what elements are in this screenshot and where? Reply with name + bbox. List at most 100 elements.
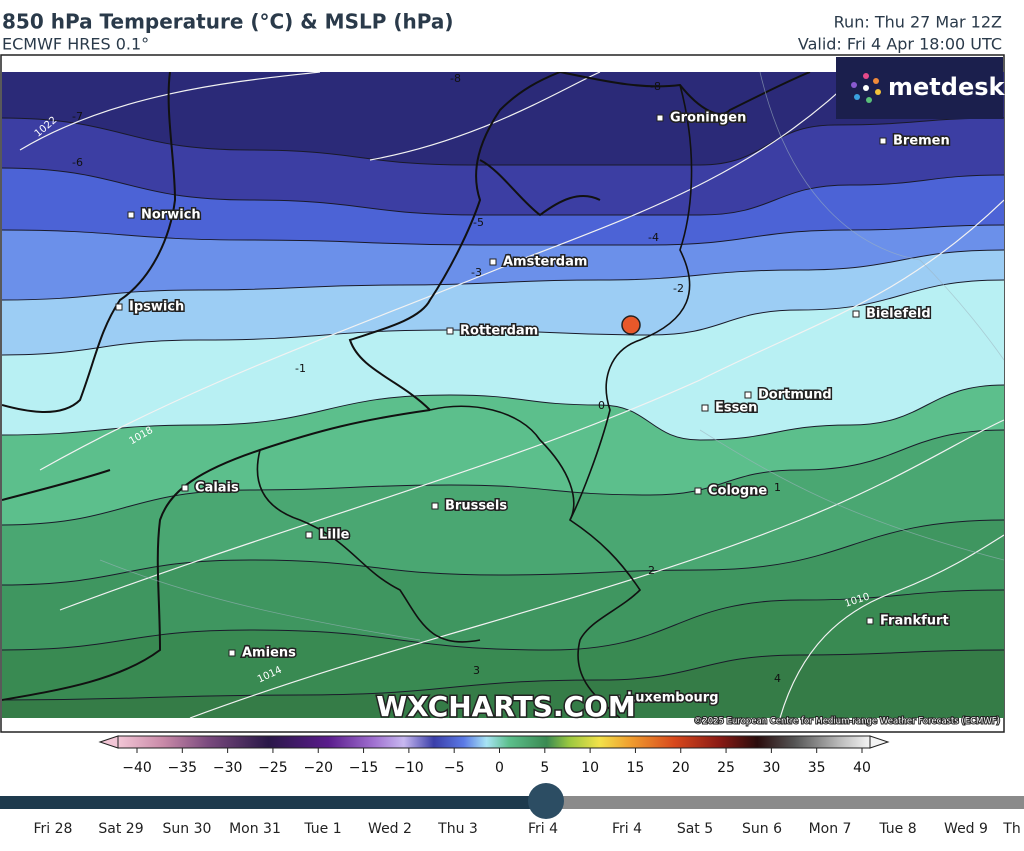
temperature-label: 3 (473, 664, 480, 677)
temperature-label: 2 (648, 564, 655, 577)
timeline-day[interactable]: Mon 7 (809, 821, 852, 837)
city: Amiens (228, 644, 298, 662)
temperature-label: -6 (72, 156, 83, 169)
colorbar-tick-label: −15 (349, 760, 379, 776)
subtitle: ECMWF HRES 0.1° (2, 35, 149, 54)
city: Rotterdam (446, 322, 540, 340)
contour (2, 249, 1004, 301)
temperature-label: -5 (473, 216, 484, 229)
city: Norwich (127, 206, 202, 224)
timeline-day[interactable]: Sun 30 (163, 821, 212, 837)
timeline-day[interactable]: Th (1002, 821, 1020, 837)
colorbar-tick-label: −5 (444, 760, 465, 776)
temperature-label: -8 (650, 80, 661, 93)
colorbar-tick-label: 15 (627, 760, 645, 776)
timeline-track[interactable] (546, 796, 1024, 809)
city: Dortmund (744, 386, 833, 404)
band (2, 650, 1004, 718)
city-label: Ipswich (129, 300, 184, 315)
city-label: Calais (195, 481, 239, 496)
colorbar: −40 −35 −30 −25 −20 −15 −10 −5 0 5 10 15 20 25 30 35 40 (98, 735, 890, 776)
city-label: Amiens (242, 646, 296, 661)
contour (2, 589, 1004, 651)
colorbar-tick-label: 25 (717, 760, 735, 776)
city: Luxembourg (613, 689, 720, 707)
isobars (19, 72, 1004, 718)
temperature-label: -1 (295, 362, 306, 375)
temperature-label: -2 (673, 282, 684, 295)
contour (2, 429, 1004, 526)
contour (2, 384, 1004, 441)
contour (2, 167, 1004, 216)
city: Cologne (694, 482, 769, 500)
logo-text: metdesk (888, 73, 1006, 101)
timeline-day[interactable]: Sat 29 (98, 821, 143, 837)
admin-lines (99, 72, 1004, 641)
temperature-label: -3 (471, 266, 482, 279)
coastlines (2, 72, 811, 701)
colorbar-tick-label: −20 (303, 760, 333, 776)
timeline-day[interactable]: Wed 2 (368, 821, 412, 837)
contour (2, 649, 1004, 701)
timeline-day[interactable]: Sat 5 (677, 821, 713, 837)
borders (256, 84, 693, 718)
city-label: Bremen (893, 134, 950, 149)
colorbar-tick-label: 40 (853, 760, 871, 776)
city-label: Luxembourg (627, 691, 719, 706)
colorbar-tick-label: 20 (672, 760, 690, 776)
timeline-day[interactable]: Fri 4 (612, 821, 642, 837)
timeline-day[interactable]: Tue 1 (303, 821, 341, 837)
timeline-day[interactable]: Wed 9 (944, 821, 988, 837)
city-label: Dortmund (758, 388, 832, 403)
colorbar-tick-label: 10 (581, 760, 599, 776)
colorbar-tick-label: −35 (168, 760, 198, 776)
contour (2, 519, 1004, 586)
city-label: Brussels (445, 499, 507, 514)
cities: Groningen Bremen Norwich Amsterdam Ipswi… (115, 109, 951, 707)
colorbar-tick-label: 0 (495, 760, 504, 776)
temperature-label: 1 (774, 481, 781, 494)
timeline-day[interactable]: Sun 6 (742, 821, 782, 837)
contour (2, 117, 1004, 166)
city: Groningen (656, 109, 748, 127)
city-label: Lille (319, 528, 350, 543)
timeline-day[interactable]: Fri 28 (34, 821, 73, 837)
logo[interactable]: metdesk (836, 57, 1006, 119)
temperature-label: -7 (72, 110, 83, 123)
map-lines (2, 72, 1004, 718)
colorbar-tick-label: −30 (213, 760, 243, 776)
colorbar-tick-label: −25 (258, 760, 288, 776)
temperature-label: -8 (450, 72, 461, 85)
timeline: Fri 28 Sat 29 Sun 30 Mon 31 Tue 1 Wed 2 Thu 3 F… (0, 783, 1024, 837)
city-label: Frankfurt (880, 614, 949, 629)
timeline-day[interactable]: Fri 4 (528, 821, 558, 837)
city: Amsterdam (489, 253, 589, 271)
timeline-progress (0, 796, 546, 809)
temperature-label: 4 (774, 672, 781, 685)
timeline-day[interactable]: Thu 3 (437, 821, 478, 837)
contour (2, 224, 1004, 246)
colorbar-tick-label: −10 (394, 760, 424, 776)
city-label: Amsterdam (503, 255, 587, 270)
temperature-label: -4 (648, 231, 659, 244)
city: Frankfurt (866, 612, 950, 630)
location-marker[interactable] (621, 315, 641, 335)
contour (2, 279, 1004, 356)
copyright: ©2025 European Centre for Medium-range W… (694, 717, 1000, 727)
title: 850 hPa Temperature (°C) & MSLP (hPa) (2, 10, 453, 34)
city: Bremen (879, 132, 951, 150)
run-time: Run: Thu 27 Mar 12Z (834, 13, 1002, 32)
logo-icon (851, 73, 881, 103)
city-label: Rotterdam (460, 324, 538, 339)
timeline-handle[interactable] (528, 783, 564, 819)
city-label: Groningen (670, 111, 746, 126)
colorbar-tick-label: 35 (808, 760, 826, 776)
temperature-field (2, 72, 1004, 718)
city-label: Cologne (708, 484, 767, 499)
colorbar-tick-label: −40 (122, 760, 152, 776)
timeline-day[interactable]: Tue 8 (878, 821, 916, 837)
valid-time: Valid: Fri 4 Apr 18:00 UTC (798, 35, 1002, 54)
city: Calais (181, 479, 240, 497)
timeline-day[interactable]: Mon 31 (229, 821, 281, 837)
